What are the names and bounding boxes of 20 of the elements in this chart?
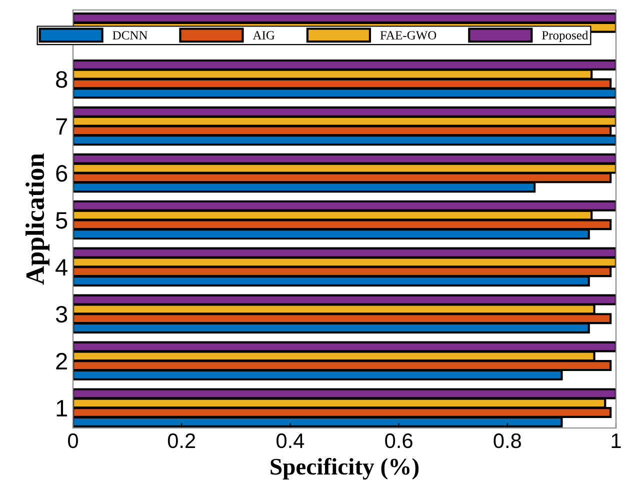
legend-label: AIG xyxy=(252,31,275,40)
y-tick-label: 6 xyxy=(56,165,68,182)
x-tick-label: 0.8 xyxy=(494,433,521,448)
y-tick-label: 1 xyxy=(56,400,67,416)
y-tick-label: 3 xyxy=(56,306,68,323)
x-axis-title: Specificity (%) xyxy=(270,458,419,480)
x-tick-label: 0.4 xyxy=(276,433,304,448)
y-tick-label: 2 xyxy=(56,352,67,370)
y-tick-label: 5 xyxy=(56,212,68,229)
legend-label: Proposed xyxy=(542,30,588,42)
y-tick-label: 8 xyxy=(56,71,68,88)
y-tick-label: 4 xyxy=(56,259,68,276)
y-tick-label: 7 xyxy=(56,118,67,135)
x-tick-label: 1 xyxy=(612,434,621,448)
x-tick-label: 0.6 xyxy=(385,433,412,448)
legend-label: FAE-GWO xyxy=(380,31,436,40)
x-tick-label: 0.2 xyxy=(168,433,196,448)
legend-label: DCNN xyxy=(112,31,148,40)
y-axis-title: Application xyxy=(26,153,50,285)
x-tick-label: 0 xyxy=(68,433,78,448)
